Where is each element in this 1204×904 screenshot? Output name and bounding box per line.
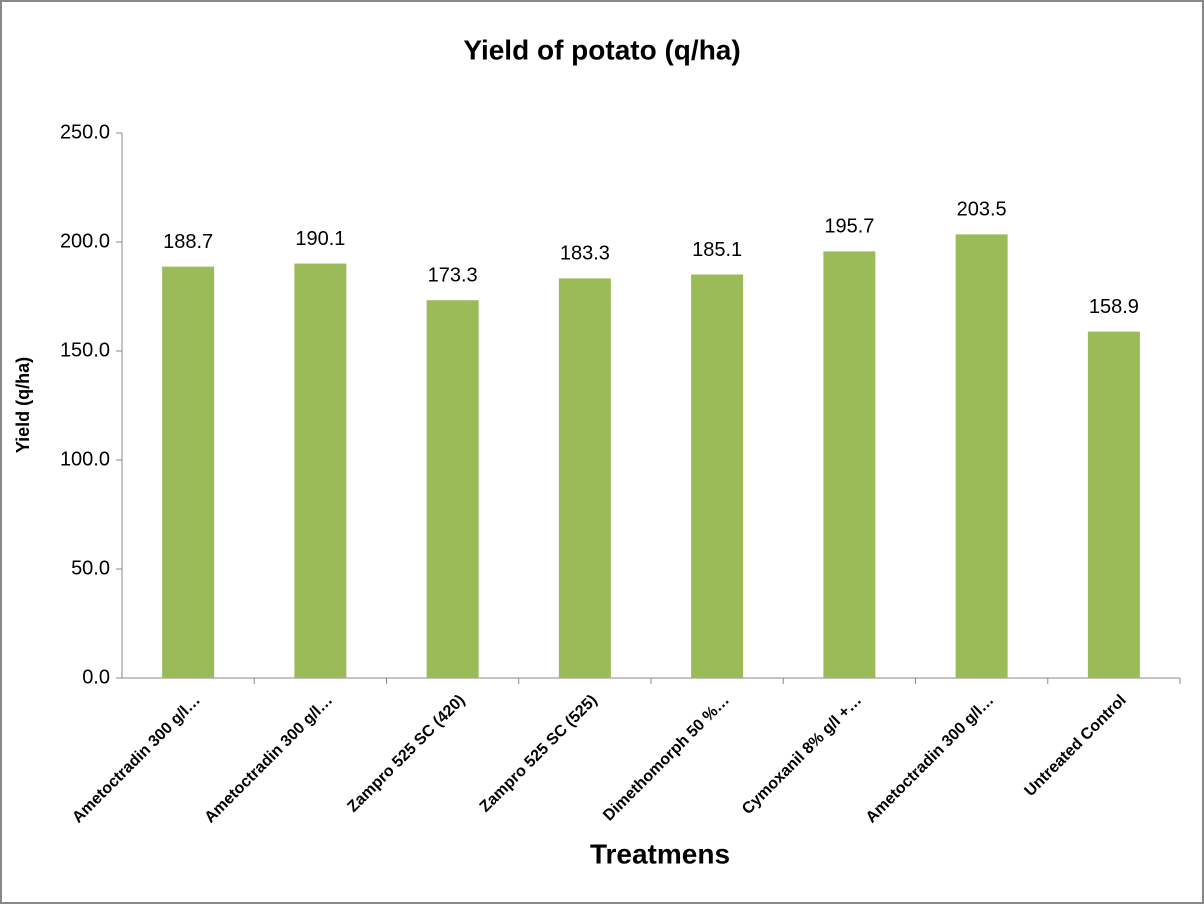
bar bbox=[558, 278, 611, 678]
data-label: 203.5 bbox=[957, 199, 1007, 221]
data-label: 190.1 bbox=[295, 228, 345, 250]
bar bbox=[691, 274, 744, 678]
bar bbox=[162, 266, 215, 678]
bar bbox=[823, 251, 876, 678]
data-label: 173.3 bbox=[428, 264, 478, 286]
data-label: 185.1 bbox=[692, 239, 742, 261]
x-axis-title: Treatmens bbox=[590, 838, 730, 869]
y-tick-label: 0.0 bbox=[82, 666, 110, 688]
chart-title: Yield of potato (q/ha) bbox=[463, 34, 740, 65]
y-tick-label: 100.0 bbox=[60, 448, 110, 470]
data-label: 188.7 bbox=[163, 231, 213, 253]
y-tick-label: 200.0 bbox=[60, 230, 110, 252]
y-tick-label: 250.0 bbox=[60, 121, 110, 143]
data-label: 195.7 bbox=[824, 216, 874, 238]
data-label: 183.3 bbox=[560, 243, 610, 265]
y-tick-label: 50.0 bbox=[71, 557, 110, 579]
y-tick-label: 150.0 bbox=[60, 339, 110, 361]
data-label: 158.9 bbox=[1089, 296, 1139, 318]
bar bbox=[294, 263, 347, 678]
bar bbox=[426, 300, 479, 678]
bar bbox=[1087, 331, 1140, 678]
y-axis-title: Yield (q/ha) bbox=[13, 357, 33, 453]
bar bbox=[955, 234, 1008, 678]
